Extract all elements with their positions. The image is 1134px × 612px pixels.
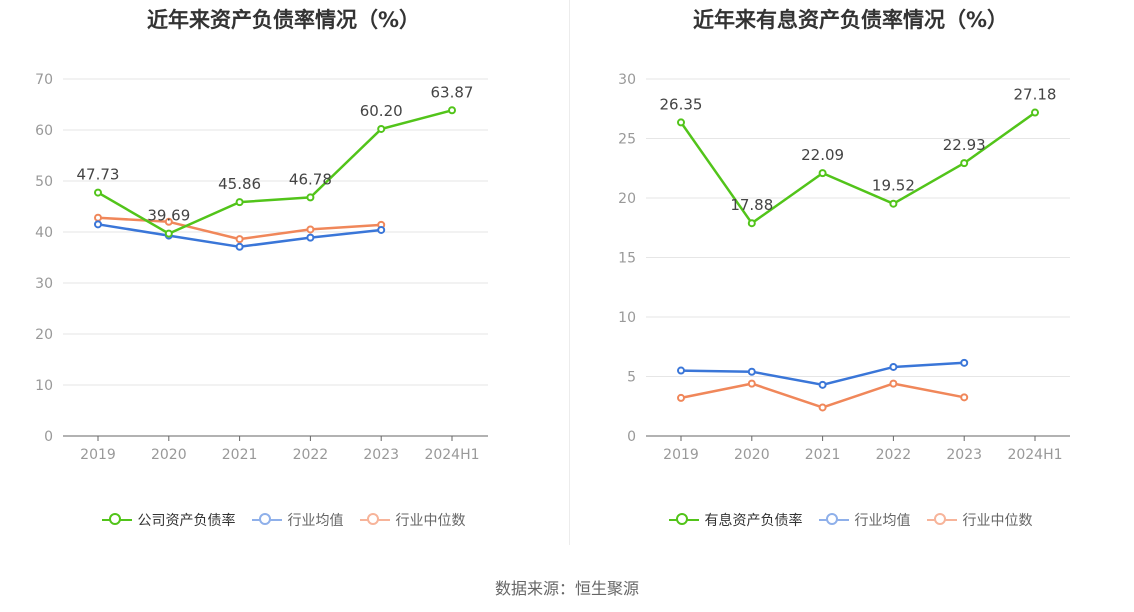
data-label: 45.86: [218, 175, 261, 193]
chart-title-left: 近年来资产负债率情况（%）: [146, 8, 421, 32]
legend-item[interactable]: 行业中位数: [359, 510, 466, 530]
series-line: [97, 109, 453, 235]
data-point: [960, 358, 969, 367]
panel-divider: [569, 0, 570, 545]
series-line: [679, 111, 1036, 225]
data-point: [747, 367, 756, 376]
data-point: [235, 198, 244, 207]
legend-swatch-icon: [818, 513, 849, 527]
chart-title-right: 近年来有息资产负债率情况（%）: [692, 8, 1009, 32]
y-tick-label: 30: [618, 72, 636, 88]
data-point: [677, 118, 685, 127]
data-point: [448, 106, 456, 115]
chart-panel-right: 近年来有息资产负债率情况（%） 0 5 10 15 20 25 30 2019 2020 2021…: [567, 0, 1134, 560]
x-tick-label: 2024H1: [424, 447, 479, 463]
legend-swatch-icon: [668, 513, 699, 527]
x-tick-label: 2022: [876, 447, 912, 463]
data-label: 60.20: [360, 102, 403, 120]
y-tick-label: 25: [618, 132, 636, 148]
data-point: [889, 362, 898, 371]
legend-swatch-icon: [926, 513, 957, 527]
data-point: [94, 188, 102, 197]
y-tick-label: 0: [44, 429, 53, 445]
x-tick-label: 2019: [663, 447, 699, 463]
data-point: [818, 380, 827, 389]
y-tick-label: 15: [618, 251, 636, 267]
data-label: 26.35: [660, 95, 703, 113]
data-point: [306, 193, 315, 202]
legend-label: 有息资产负债率: [704, 513, 803, 529]
y-tick-label: 60: [35, 123, 53, 139]
y-tick-label: 50: [35, 174, 53, 190]
data-point: [377, 225, 386, 234]
data-label: 19.52: [872, 177, 915, 195]
y-tick-label: 70: [35, 72, 53, 88]
data-point: [377, 124, 386, 133]
x-tick-label: 2023: [363, 447, 399, 463]
data-label: 17.88: [730, 196, 773, 214]
data-point: [235, 242, 244, 251]
data-source: 数据来源：恒生聚源: [494, 579, 639, 598]
legend-label: 行业均值: [854, 513, 911, 529]
legend-item[interactable]: 行业均值: [818, 510, 911, 530]
data-point: [747, 379, 756, 388]
y-tick-label: 5: [627, 370, 636, 386]
legend-label: 行业均值: [287, 513, 344, 529]
data-point: [306, 233, 315, 242]
x-tick-label: 2021: [222, 447, 258, 463]
legend-swatch-icon: [251, 513, 282, 527]
data-label: 22.09: [801, 146, 844, 164]
data-point: [889, 199, 898, 208]
data-label: 39.69: [147, 207, 190, 225]
data-point: [94, 213, 102, 222]
legend-label: 行业中位数: [395, 513, 466, 529]
legend-item[interactable]: 行业中位数: [926, 510, 1033, 530]
line-chart-left: 0 10 20 30 40 50 60 70 2019 2020 2021 2022 2023 2024H…: [35, 72, 488, 463]
data-point: [1031, 108, 1039, 117]
x-tick-label: 2019: [80, 447, 116, 463]
x-tick-label: 2020: [734, 447, 770, 463]
data-point: [235, 235, 244, 244]
x-tick-label: 2020: [151, 447, 187, 463]
data-point: [818, 169, 827, 178]
legend-label: 行业中位数: [962, 513, 1033, 529]
x-tick-label: 2024H1: [1007, 447, 1062, 463]
legend-left: 公司资产负债率 行业均值 行业中位数: [0, 510, 567, 530]
x-tick-label: 2021: [805, 447, 841, 463]
data-point: [747, 219, 756, 228]
legend-swatch-icon: [101, 513, 132, 527]
data-point: [164, 217, 173, 226]
data-point: [94, 220, 102, 229]
line-chart-right: 0 5 10 15 20 25 30 2019 2020 2021 2022 2023 2024H1 26…: [618, 72, 1070, 463]
data-point: [818, 403, 827, 412]
y-tick-label: 20: [618, 191, 636, 207]
y-tick-label: 10: [35, 378, 53, 394]
data-label: 47.73: [77, 166, 120, 184]
y-tick-label: 20: [35, 327, 53, 343]
data-label: 63.87: [431, 83, 474, 101]
data-label: 22.93: [943, 136, 986, 154]
y-tick-label: 10: [618, 310, 636, 326]
data-point: [306, 225, 315, 234]
data-point: [164, 229, 173, 238]
data-point: [677, 393, 685, 402]
legend-right: 有息资产负债率 行业均值 行业中位数: [567, 510, 1134, 530]
legend-label: 公司资产负债率: [137, 513, 236, 529]
data-label: 27.18: [1014, 86, 1057, 104]
data-point: [677, 366, 685, 375]
legend-swatch-icon: [359, 513, 390, 527]
legend-item[interactable]: 公司资产负债率: [101, 510, 236, 530]
data-point: [960, 159, 969, 168]
y-tick-label: 40: [35, 225, 53, 241]
legend-item[interactable]: 有息资产负债率: [668, 510, 803, 530]
x-tick-label: 2022: [293, 447, 329, 463]
x-tick-label: 2023: [946, 447, 982, 463]
data-point: [889, 379, 898, 388]
data-label: 46.78: [289, 170, 332, 188]
y-tick-label: 30: [35, 276, 53, 292]
chart-panel-left: 近年来资产负债率情况（%） 0 10 20 30 40 50 60 70 2019 2020 202…: [0, 0, 567, 560]
data-point: [960, 393, 969, 402]
y-tick-label: 0: [627, 429, 636, 445]
legend-item[interactable]: 行业均值: [251, 510, 344, 530]
